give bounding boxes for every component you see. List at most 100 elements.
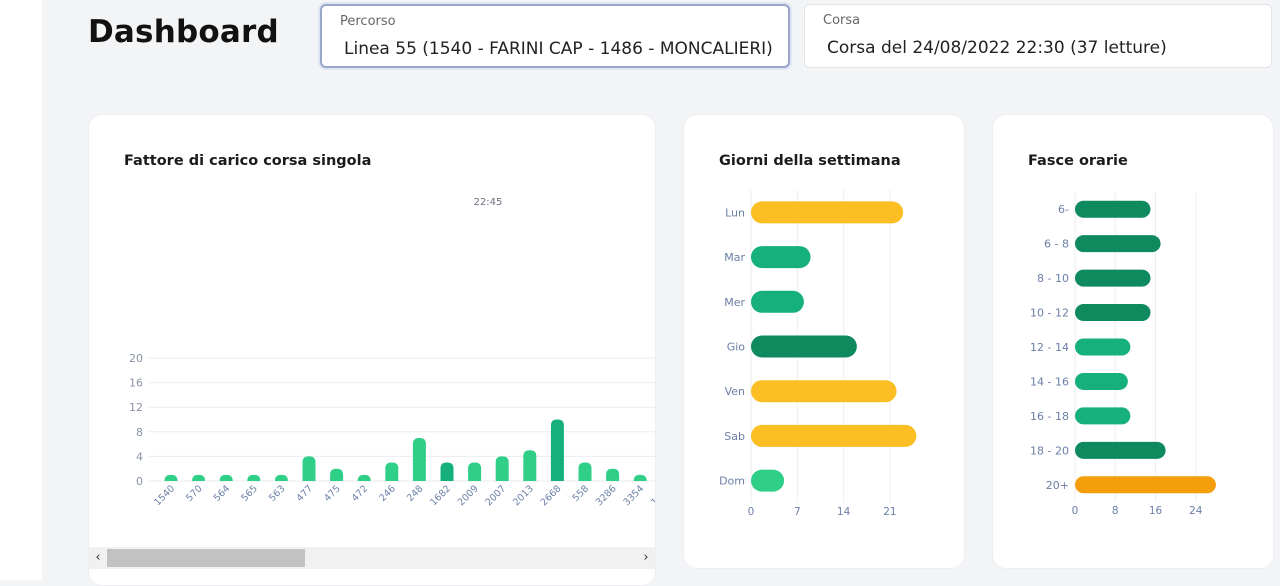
y-category-label: Mer xyxy=(724,296,745,309)
bar xyxy=(751,246,811,269)
y-category-label: 6 - 8 xyxy=(1044,238,1069,251)
percorso-select[interactable]: Percorso Linea 55 (1540 - FARINI CAP - 1… xyxy=(320,4,790,68)
y-category-label: Mar xyxy=(724,251,745,264)
bar xyxy=(1075,235,1161,253)
bar xyxy=(412,437,426,481)
y-category-label: 16 - 18 xyxy=(1030,410,1069,423)
x-tick-label: 14 xyxy=(837,506,851,518)
bar xyxy=(1075,338,1131,356)
bar xyxy=(606,468,620,481)
x-tick-label: 558 xyxy=(571,483,592,504)
x-tick-label: 1523 xyxy=(649,483,655,508)
x-tick-label: 565 xyxy=(239,483,260,504)
bar xyxy=(1075,407,1131,425)
x-tick-label: 7 xyxy=(794,506,801,518)
percorso-label: Percorso xyxy=(340,14,396,29)
scrollbar-thumb[interactable] xyxy=(107,549,305,567)
weekdays-chart: 0 7 14 21 Lun Mar Mer Gio Ven Sab Dom xyxy=(719,190,917,518)
y-category-label: 8 - 10 xyxy=(1037,272,1069,285)
time-slots-card: Fasce orarie 0 8 16 24 6- 6 - 8 8 - 10 10 - 12 1… xyxy=(992,114,1274,569)
bar xyxy=(751,335,857,358)
bar xyxy=(1075,372,1128,390)
load-factor-card: Fattore di carico corsa singola 0 4 8 12 16 2… xyxy=(88,114,656,586)
y-tick-label: 16 xyxy=(129,377,143,390)
bar xyxy=(357,474,371,481)
x-tick-label: 21 xyxy=(883,506,896,518)
bar xyxy=(330,468,344,481)
y-category-label: Dom xyxy=(719,475,745,488)
chart-scrollbar[interactable]: ‹ › xyxy=(89,547,655,569)
left-sidebar xyxy=(0,0,42,580)
x-tick-label: 3286 xyxy=(594,483,619,508)
y-category-label: 20+ xyxy=(1046,479,1069,492)
page-title: Dashboard xyxy=(88,14,279,50)
x-tick-label: 564 xyxy=(212,483,233,504)
bar xyxy=(219,474,233,481)
bar xyxy=(192,474,206,481)
y-tick-label: 4 xyxy=(136,450,143,463)
x-tick-label: 1540 xyxy=(152,483,177,508)
bar xyxy=(385,462,399,481)
y-category-label: 6- xyxy=(1058,203,1069,216)
percorso-value: Linea 55 (1540 - FARINI CAP - 1486 - MON… xyxy=(344,39,773,59)
bar xyxy=(751,380,897,403)
x-tick-label: 570 xyxy=(184,483,205,504)
corsa-select[interactable]: Corsa Corsa del 24/08/2022 22:30 (37 let… xyxy=(804,4,1272,68)
y-category-label: Sab xyxy=(724,430,745,443)
bar xyxy=(751,469,785,492)
bar xyxy=(440,462,454,481)
scroll-right-icon[interactable]: › xyxy=(643,550,649,565)
y-tick-label: 12 xyxy=(129,401,143,414)
x-tick-label: 1682 xyxy=(428,483,453,508)
x-tick-label: 477 xyxy=(295,483,316,504)
x-tick-label: 475 xyxy=(322,483,343,504)
x-tick-label: 2009 xyxy=(456,483,481,508)
y-category-label: Lun xyxy=(725,206,745,219)
bar xyxy=(1075,200,1151,218)
bar xyxy=(1075,304,1151,322)
y-category-label: 14 - 16 xyxy=(1030,375,1069,388)
load-factor-chart: 0 4 8 12 16 20 22:45 1540 570 564 565 563 477 475 472 2… xyxy=(129,197,655,508)
bar xyxy=(523,450,537,481)
bar xyxy=(468,462,482,481)
bar xyxy=(495,456,509,481)
y-tick-label: 8 xyxy=(136,426,143,439)
bar xyxy=(1075,441,1166,459)
x-tick-label: 472 xyxy=(350,483,371,504)
x-tick-label: 16 xyxy=(1149,505,1163,517)
time-slots-chart: 0 8 16 24 6- 6 - 8 8 - 10 10 - 12 12 - 14 14 - 16… xyxy=(1030,192,1216,517)
weekdays-card: Giorni della settimana 0 7 14 21 Lun Mar Mer Gi… xyxy=(683,114,965,569)
bar xyxy=(578,462,592,481)
load-factor-title: Fattore di carico corsa singola xyxy=(124,153,372,169)
bar xyxy=(302,456,316,481)
bar xyxy=(550,419,564,481)
bar xyxy=(247,474,261,481)
y-category-label: 18 - 20 xyxy=(1030,444,1069,457)
bar xyxy=(164,474,178,481)
y-tick-label: 0 xyxy=(136,475,143,488)
bar xyxy=(751,201,904,224)
x-tick-label: 563 xyxy=(267,483,288,504)
x-tick-label: 0 xyxy=(748,506,755,518)
bar xyxy=(1075,269,1151,287)
corsa-value: Corsa del 24/08/2022 22:30 (37 letture) xyxy=(827,38,1167,58)
x-tick-label: 3354 xyxy=(621,483,646,508)
corsa-label: Corsa xyxy=(823,13,861,28)
x-tick-label: 2668 xyxy=(539,483,564,508)
bar xyxy=(274,474,288,481)
y-category-label: Ven xyxy=(725,385,745,398)
bar xyxy=(1075,476,1216,494)
weekdays-title: Giorni della settimana xyxy=(719,153,901,169)
time-marker-label: 22:45 xyxy=(474,197,503,208)
x-tick-label: 2013 xyxy=(511,483,536,508)
bar xyxy=(751,290,804,313)
x-tick-label: 246 xyxy=(377,483,398,504)
scroll-left-icon[interactable]: ‹ xyxy=(95,550,101,565)
x-tick-label: 248 xyxy=(405,483,426,504)
x-tick-label: 0 xyxy=(1072,505,1079,517)
bar xyxy=(751,424,917,447)
bar xyxy=(633,474,647,481)
y-category-label: 12 - 14 xyxy=(1030,341,1069,354)
x-tick-label: 8 xyxy=(1112,505,1119,517)
y-category-label: Gio xyxy=(727,341,746,354)
